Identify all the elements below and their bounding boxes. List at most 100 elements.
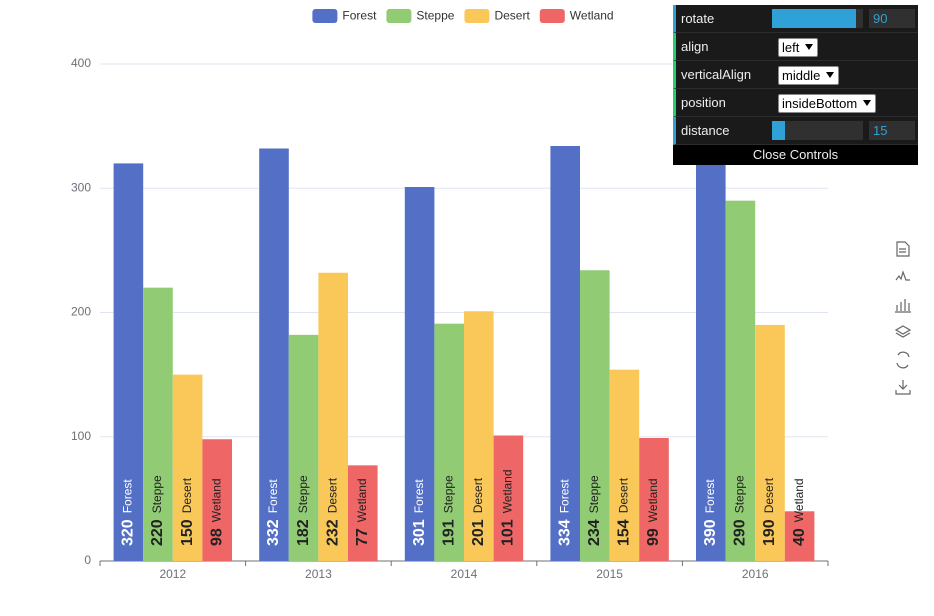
bar [784,511,815,561]
bar-series-label: Forest [121,479,135,514]
y-tick-label: 400 [71,56,91,70]
slider[interactable] [772,9,863,28]
bar-series-label: Desert [180,477,194,513]
bar [318,272,348,561]
bar-series-label: Steppe [587,475,601,513]
x-tick-label: 2014 [451,567,478,581]
bar [725,200,756,562]
bar-value-label: 320 [120,519,137,546]
bar-series-label: Desert [325,477,339,513]
bar-value-label: 77 [354,528,371,546]
bar-series-label: Steppe [150,475,164,513]
dropdown[interactable]: middle [778,66,840,85]
bar [493,435,524,561]
legend-swatch [386,9,412,23]
x-tick-label: 2013 [305,567,332,581]
legend-item[interactable]: Forest [312,9,377,23]
bar [550,146,580,561]
bar-value-label: 101 [500,519,517,546]
bar-series-label: Forest [557,479,571,514]
bar-value-label: 150 [179,519,196,546]
bar-series-label: Steppe [296,475,310,513]
bar-value-label: 334 [556,519,573,546]
bar-series-label: Forest [412,479,426,514]
control-row: position insideBottom [673,89,918,117]
legend-label: Desert [494,9,530,23]
bar [348,465,378,561]
bar-value-label: 40 [791,528,808,546]
legend-item[interactable]: Steppe [386,9,455,23]
bar-series-label: Wetland [501,469,515,513]
control-label: align [681,39,709,54]
y-tick-label: 100 [71,429,91,443]
control-row: align left [673,33,918,61]
bar-series-label: Desert [471,477,485,513]
controls-panel: rotate 90 align left verticalAlign middle posi… [673,5,918,165]
legend-label: Forest [342,9,377,23]
slider[interactable] [772,121,863,140]
bar-series-label: Desert [617,477,631,513]
legend: Forest Steppe Desert Wetland [312,9,614,23]
dropdown[interactable]: left [778,38,819,57]
bar-value-label: 154 [616,519,633,546]
bar-value-label: 190 [761,519,778,546]
y-tick-label: 200 [71,305,91,319]
control-row: distance 15 [673,117,918,145]
control-row: verticalAlign middle [673,61,918,89]
bar [172,374,203,561]
number-input[interactable]: 15 [869,121,915,140]
number-input[interactable]: 90 [869,9,915,28]
bar [113,163,144,561]
bar-value-label: 232 [324,519,341,546]
bar-value-label: 332 [265,519,282,546]
x-tick-label: 2016 [742,567,769,581]
toolbox[interactable] [894,241,912,395]
slider-fill [772,121,785,140]
bar [434,323,464,561]
bar-value-label: 182 [295,519,312,546]
bar-series-label: Desert [762,477,776,513]
bar-series-label: Forest [266,479,280,514]
bar-value-label: 220 [149,519,166,546]
legend-swatch [464,9,490,23]
bar-series-label: Forest [703,479,717,514]
bar [288,334,319,561]
slider-fill [772,9,856,28]
bar-value-label: 290 [732,519,749,546]
bar [404,187,435,561]
legend-swatch [539,9,565,23]
control-label: rotate [681,11,715,26]
control-label: distance [681,123,730,138]
legend-item[interactable]: Desert [464,9,530,23]
bar-series-label: Steppe [733,475,747,513]
bar-value-label: 301 [411,519,428,546]
bar [259,148,289,562]
bar-series-label: Wetland [355,478,369,522]
bar-value-label: 390 [702,519,719,546]
bar [609,369,640,561]
bar-series-label: Wetland [792,478,806,522]
bar-value-label: 191 [440,519,457,546]
x-tick-label: 2012 [159,567,186,581]
dropdown[interactable]: insideBottom [778,94,877,113]
bar-series-label: Wetland [646,478,660,522]
control-row: rotate 90 [673,5,918,33]
close-controls-button[interactable]: Close Controls [673,145,918,165]
bar [143,287,173,561]
y-tick-label: 300 [71,180,91,194]
control-label: position [681,95,726,110]
bar [202,439,232,561]
bar [639,437,669,561]
bar-series-label: Wetland [209,478,223,522]
bar [755,324,785,561]
bar-value-label: 201 [470,519,487,546]
legend-label: Wetland [570,9,614,23]
legend-label: Steppe [416,9,454,23]
legend-item[interactable]: Wetland [539,9,614,23]
control-label: verticalAlign [681,67,752,82]
bar-value-label: 98 [208,528,225,546]
bar-value-label: 99 [645,528,662,546]
bar-series-label: Steppe [441,475,455,513]
